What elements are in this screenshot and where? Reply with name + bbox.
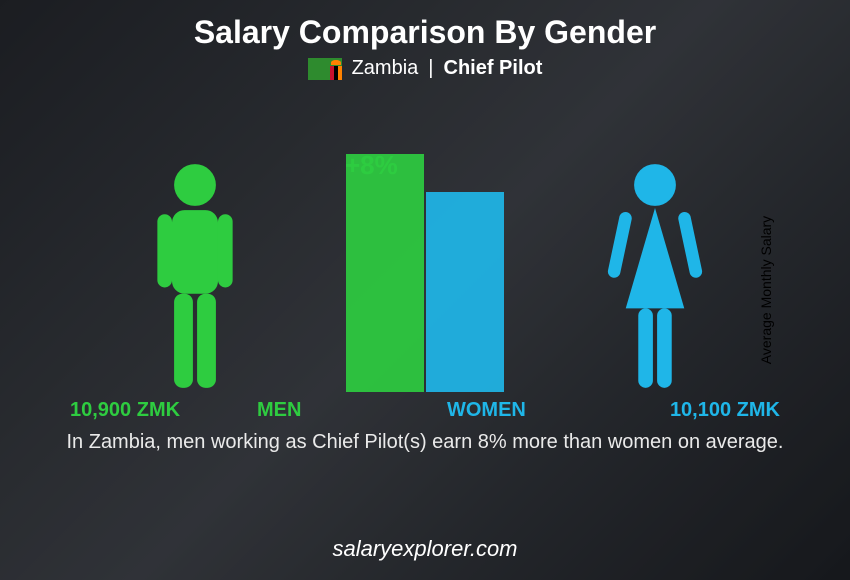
female-person-icon xyxy=(600,162,710,392)
job-title: Chief Pilot xyxy=(444,57,543,80)
men-bar xyxy=(346,154,424,392)
women-bar xyxy=(426,192,504,392)
chart-area: +8% 10,900 Z xyxy=(0,88,850,428)
men-salary-value: 10,900 ZMK xyxy=(70,399,180,422)
women-salary-value: 10,100 ZMK xyxy=(670,399,780,422)
country-name: Zambia xyxy=(352,57,419,80)
bar-group xyxy=(346,154,504,392)
subtitle-row: Zambia | Chief Pilot xyxy=(0,57,850,80)
separator: | xyxy=(428,57,433,80)
male-person-icon xyxy=(140,162,250,392)
caption-text: In Zambia, men working as Chief Pilot(s)… xyxy=(0,428,850,456)
zambia-flag-icon xyxy=(308,58,342,80)
footer-source: salaryexplorer.com xyxy=(0,536,850,562)
infographic-container: Salary Comparison By Gender Zambia | Chi… xyxy=(0,0,850,580)
y-axis-label: Average Monthly Salary xyxy=(758,216,774,364)
main-title: Salary Comparison By Gender xyxy=(0,0,850,51)
men-label: MEN xyxy=(257,399,301,422)
women-label: WOMEN xyxy=(447,399,526,422)
